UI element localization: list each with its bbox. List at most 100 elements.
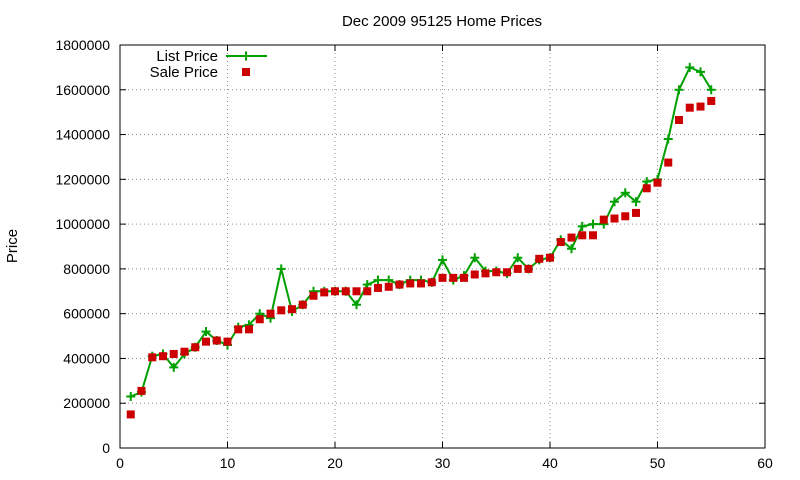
data-point [675, 116, 683, 125]
data-point [352, 287, 361, 296]
data-point [202, 337, 210, 346]
legend-label: List Price [156, 48, 218, 65]
data-point [384, 282, 393, 291]
data-point [438, 255, 447, 265]
data-point [664, 158, 673, 167]
data-point [706, 85, 716, 95]
y-tick-label: 1000000 [55, 216, 110, 232]
data-point [632, 208, 640, 217]
data-point [546, 253, 554, 262]
data-point [481, 269, 490, 278]
data-point [255, 315, 264, 324]
data-point [331, 287, 339, 296]
data-point [320, 288, 329, 297]
data-point [503, 268, 511, 277]
data-point [577, 221, 587, 231]
x-tick-label: 30 [435, 455, 451, 471]
legend-label: Sale Price [150, 64, 218, 81]
data-point [696, 67, 705, 77]
y-axis-label: Price [4, 229, 21, 263]
data-point [298, 300, 307, 309]
data-point [556, 238, 565, 247]
data-point [277, 306, 286, 315]
data-point [276, 264, 286, 274]
data-point [492, 268, 501, 277]
y-tick-label: 1800000 [55, 37, 110, 53]
data-point [599, 215, 608, 224]
data-point [589, 231, 597, 240]
data-point [610, 214, 619, 223]
data-point [417, 279, 425, 288]
plot-frame [119, 44, 766, 449]
data-point [201, 327, 211, 337]
data-point [126, 392, 136, 402]
data-point [449, 273, 458, 282]
data-point [159, 352, 167, 361]
data-point [148, 353, 157, 362]
data-point [126, 410, 135, 419]
data-point [524, 264, 533, 273]
data-point [578, 231, 587, 240]
y-tick-label: 1400000 [55, 127, 110, 143]
data-point [191, 343, 200, 352]
data-point [266, 309, 275, 318]
data-point [288, 305, 296, 314]
x-tick-label: 10 [220, 455, 236, 471]
data-point [621, 212, 630, 221]
data-point [309, 291, 318, 300]
data-point [707, 96, 716, 105]
data-point [535, 254, 544, 263]
data-point [137, 386, 146, 395]
data-point [212, 336, 221, 345]
y-tick-label: 800000 [63, 261, 110, 277]
y-tick-label: 200000 [63, 395, 110, 411]
data-point [610, 197, 619, 207]
data-point [470, 270, 479, 279]
data-point [631, 197, 641, 207]
data-point [470, 253, 480, 263]
data-point [674, 85, 684, 95]
data-point [352, 300, 361, 310]
y-tick-label: 600000 [63, 306, 110, 322]
data-point [460, 273, 468, 282]
data-point [567, 244, 576, 254]
data-point [180, 347, 189, 356]
series-1 [126, 96, 716, 419]
data-point [373, 275, 383, 285]
data-point [685, 103, 694, 112]
data-point [169, 349, 178, 358]
data-point [245, 325, 253, 334]
data-point [427, 278, 436, 287]
y-tick-label: 1200000 [55, 171, 110, 187]
x-tick-label: 40 [542, 455, 558, 471]
data-point [685, 62, 695, 72]
data-point [567, 233, 576, 242]
series-layer [126, 62, 716, 419]
x-tick-label: 60 [757, 455, 773, 471]
data-point [663, 134, 673, 144]
data-point [696, 102, 705, 111]
data-point [642, 184, 651, 193]
x-tick-label: 20 [327, 455, 343, 471]
data-point [341, 287, 350, 296]
data-point [406, 279, 415, 288]
data-point [395, 280, 404, 289]
y-tick-label: 0 [102, 440, 110, 456]
data-point [620, 188, 630, 198]
data-point [374, 283, 382, 292]
x-tick-label: 50 [650, 455, 666, 471]
data-point [653, 178, 662, 187]
axis-ticks: 0 10 20 30 40 50 60 0 200000 400000 600000 800000 10… [55, 37, 773, 471]
data-point [223, 337, 232, 346]
y-tick-label: 1600000 [55, 82, 110, 98]
y-tick-label: 400000 [63, 350, 110, 366]
legend-square-swatch [242, 68, 250, 76]
data-point [169, 362, 179, 372]
data-point [513, 253, 523, 263]
chart-title: Dec 2009 95125 Home Prices [342, 13, 542, 30]
legend-cross-swatch [241, 51, 251, 61]
data-point [513, 264, 522, 273]
